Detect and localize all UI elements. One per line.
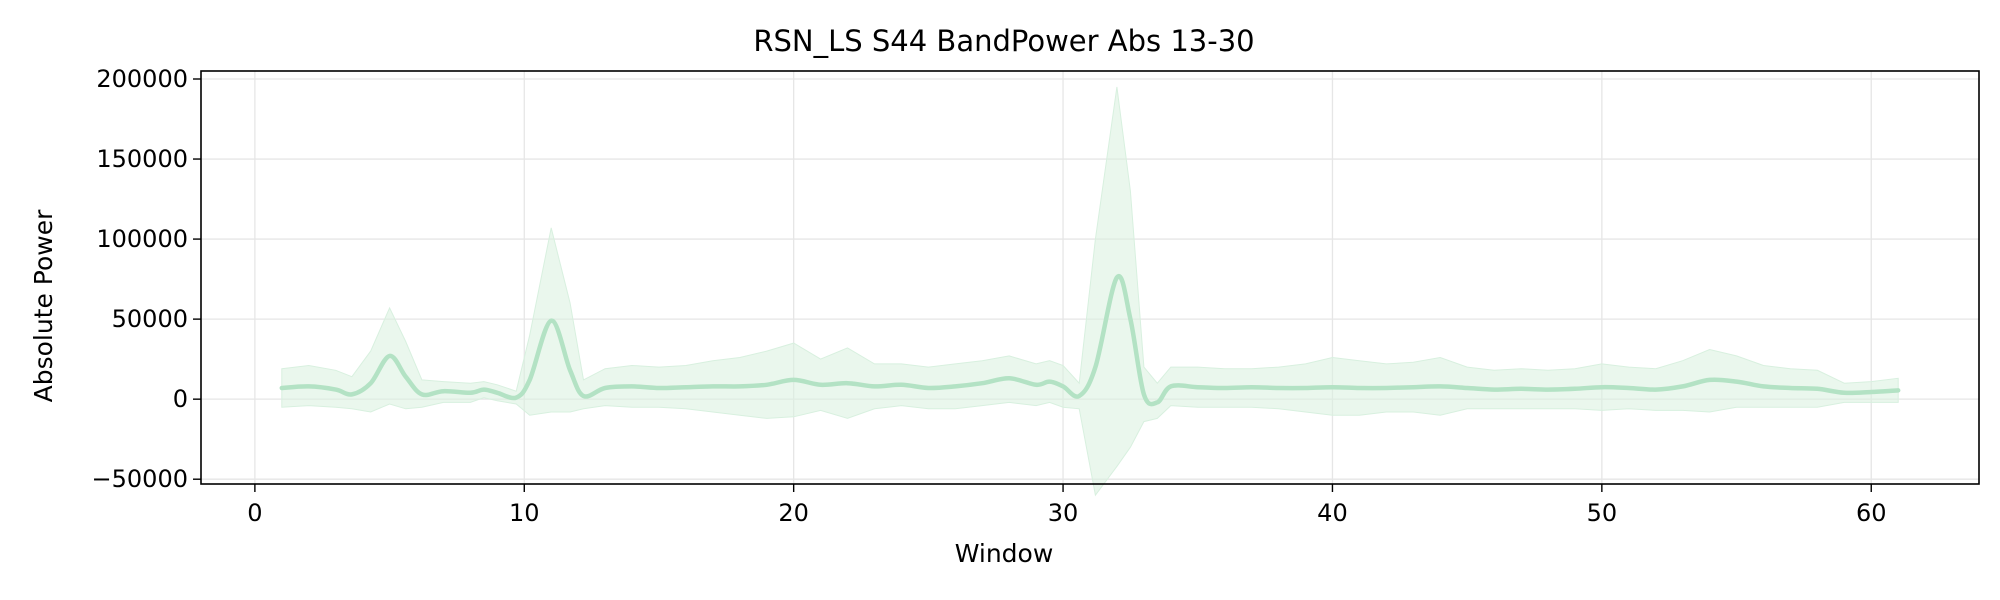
y-tick-label: 100000	[96, 225, 188, 253]
y-axis-label: Absolute Power	[29, 209, 58, 403]
x-tick-label: 30	[1048, 499, 1079, 527]
confidence-band	[281, 86, 1899, 497]
x-tick-label: 50	[1587, 499, 1618, 527]
x-tick-label: 10	[509, 499, 540, 527]
x-axis-label: Window	[955, 539, 1054, 568]
x-tick-label: 20	[778, 499, 809, 527]
y-tick-label: 200000	[96, 65, 188, 93]
y-tick-label: −50000	[92, 465, 188, 493]
confidence-band-layer	[281, 86, 1899, 497]
y-tick-label: 50000	[112, 305, 188, 333]
x-tick-label: 60	[1856, 499, 1887, 527]
y-tick-label: 0	[173, 385, 188, 413]
axis-ticks: 0 10 20 30 40 50 60 −50000 0 50000 100000 150000 200…	[92, 65, 1887, 527]
y-tick-label: 150000	[96, 145, 188, 173]
x-tick-label: 0	[247, 499, 262, 527]
x-tick-label: 40	[1317, 499, 1348, 527]
series-line-layer	[279, 273, 1901, 407]
plot-frame	[200, 70, 1980, 485]
series-line	[279, 273, 1901, 407]
chart-title: RSN_LS S44 BandPower Abs 13-30	[753, 24, 1254, 58]
